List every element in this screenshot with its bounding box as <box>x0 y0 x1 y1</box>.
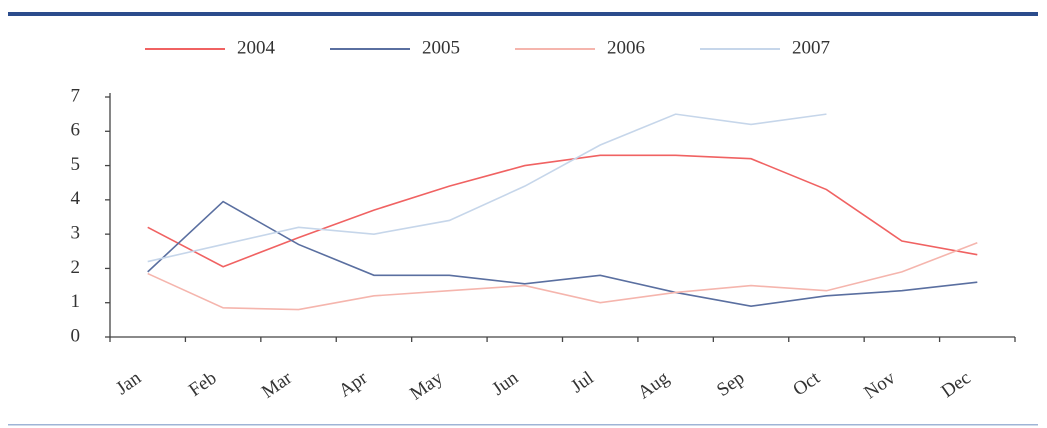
x-tick-label: Feb <box>185 367 220 401</box>
legend-label: 2005 <box>422 37 460 58</box>
y-tick-label: 3 <box>71 223 81 244</box>
x-tick-label: Oct <box>789 367 824 400</box>
y-tick-label: 4 <box>71 188 81 209</box>
y-tick-label: 7 <box>71 85 81 106</box>
x-tick-label: Aug <box>634 367 673 403</box>
y-tick-label: 1 <box>71 291 81 312</box>
x-tick-label: Jan <box>112 367 145 399</box>
x-tick-label: Mar <box>258 367 297 403</box>
y-tick-label: 0 <box>71 325 81 346</box>
legend-label: 2004 <box>237 37 276 58</box>
legend-label: 2007 <box>792 37 830 58</box>
x-tick-label: Dec <box>938 367 975 402</box>
x-tick-label: May <box>406 367 447 404</box>
x-tick-label: Apr <box>335 367 372 402</box>
series-line <box>147 200 978 307</box>
x-tick-label: Jul <box>567 367 597 397</box>
top-border <box>8 12 1038 16</box>
y-tick-label: 6 <box>71 120 81 141</box>
x-tick-label: Jun <box>488 367 522 400</box>
series-line <box>147 154 978 268</box>
series-line <box>147 113 827 263</box>
legend-label: 2006 <box>607 37 645 58</box>
y-tick-label: 2 <box>71 257 81 278</box>
y-tick-label: 5 <box>71 154 81 175</box>
x-tick-label: Sep <box>713 367 748 401</box>
bottom-border <box>8 424 1038 426</box>
x-tick-label: Nov <box>860 367 899 403</box>
series-line <box>147 241 978 311</box>
